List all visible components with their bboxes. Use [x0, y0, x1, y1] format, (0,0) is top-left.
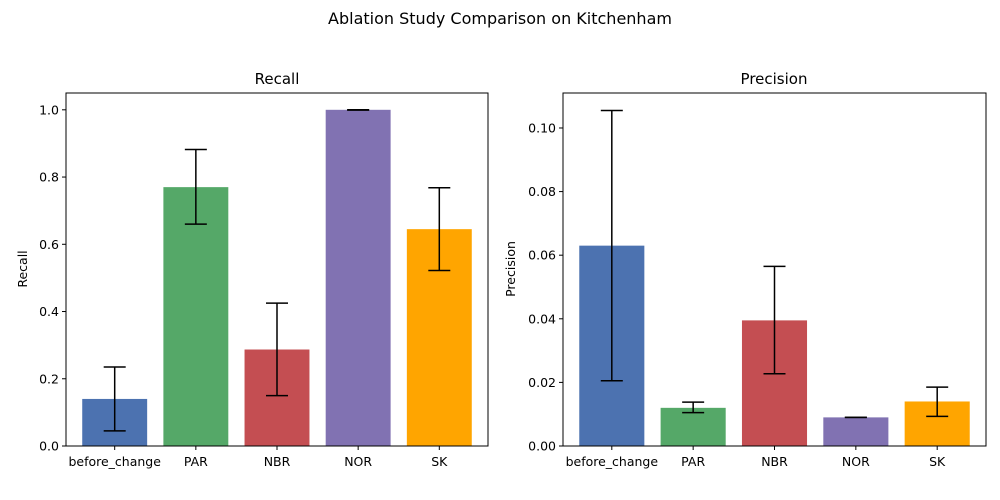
recall-panel-title: Recall	[255, 70, 300, 88]
recall-y-tick-label: 0.4	[39, 304, 59, 319]
precision-panel-title: Precision	[741, 70, 808, 88]
precision-error-bar-par	[682, 401, 705, 414]
recall-panel: Recall Recall 0.0 0.2 0.4 0.6 0.8 1.0 before_c…	[15, 70, 489, 469]
recall-y-tick-label: 0.6	[39, 237, 59, 252]
recall-y-tick-label: 1.0	[39, 102, 59, 117]
precision-bar-nor	[823, 417, 889, 446]
recall-y-tick-label: 0.0	[39, 439, 59, 454]
precision-panel: Precision Precision 0.00 0.02 0.04 0.06 0.08…	[503, 70, 987, 469]
precision-y-tick-label: 0.06	[528, 248, 556, 263]
precision-bar-par	[660, 407, 726, 446]
recall-x-tick-label: before_change	[68, 454, 161, 469]
recall-y-tick-label: 0.8	[39, 170, 59, 185]
recall-error-bar-nbr	[266, 302, 288, 397]
precision-y-tick-label: 0.04	[528, 311, 556, 326]
precision-x-tick-label: NOR	[842, 454, 870, 469]
precision-y-tick-label: 0.02	[528, 375, 556, 390]
precision-x-tick-label: PAR	[681, 454, 705, 469]
precision-y-axis-label: Precision	[503, 241, 518, 297]
recall-bar-nor	[325, 109, 391, 447]
precision-x-tick-label: before_change	[566, 454, 659, 469]
figure-title: Ablation Study Comparison on Kitchenham	[328, 9, 672, 28]
precision-y-tick-label: 0.08	[528, 184, 556, 199]
recall-x-tick-label: PAR	[184, 454, 208, 469]
recall-bar-par	[163, 187, 229, 446]
recall-x-tick-label: SK	[431, 454, 448, 469]
recall-error-bar-par	[184, 148, 207, 225]
precision-x-tick-label: SK	[929, 454, 946, 469]
precision-error-bar-before-change	[600, 109, 623, 382]
precision-y-tick-label: 0.10	[528, 120, 556, 135]
recall-error-bar-sk	[428, 187, 451, 272]
precision-error-bar-nbr	[763, 265, 786, 375]
precision-x-tick-label: NBR	[761, 454, 788, 469]
recall-y-tick-label: 0.2	[39, 371, 59, 386]
recall-x-tick-label: NOR	[344, 454, 372, 469]
recall-error-bar-before-change	[103, 366, 126, 432]
recall-x-tick-label: NBR	[264, 454, 291, 469]
precision-y-tick-label: 0.00	[528, 439, 556, 454]
precision-error-bar-sk	[926, 386, 949, 418]
recall-y-axis-label: Recall	[15, 250, 30, 287]
